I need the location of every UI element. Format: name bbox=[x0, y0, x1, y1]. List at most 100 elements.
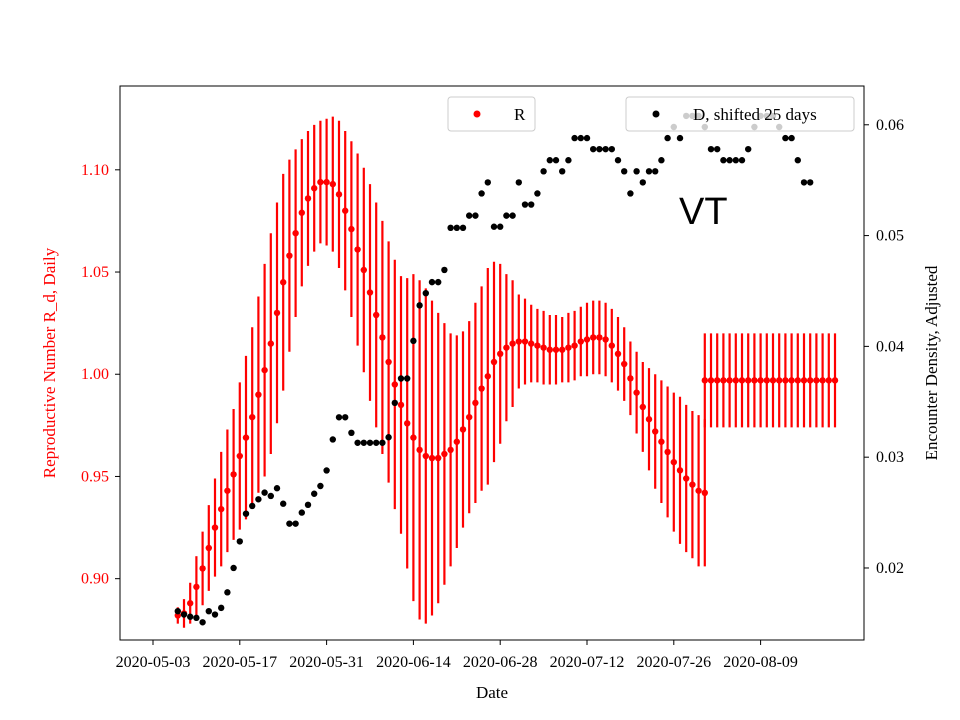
series-2-point-91 bbox=[738, 157, 746, 164]
series-0-point-78 bbox=[658, 438, 665, 445]
series-2-point-59 bbox=[540, 168, 547, 175]
series-0-point-54 bbox=[509, 340, 516, 347]
legend-d-marker bbox=[652, 110, 660, 118]
series-0-point-46 bbox=[459, 426, 467, 433]
series-2-point-61 bbox=[552, 157, 560, 164]
y-right-axis: 0.02 0.03 0.04 0.05 0.06 bbox=[864, 117, 904, 577]
y-left-tick-label-4: 1.10 bbox=[81, 162, 109, 179]
x-tick-label-2: 2020-05-31 bbox=[289, 654, 364, 671]
series-0-point-14 bbox=[261, 366, 268, 374]
series-0-point-10 bbox=[236, 452, 243, 460]
series-0-point-37 bbox=[404, 420, 411, 427]
series-0-point-52 bbox=[497, 350, 504, 358]
series-1-point-0 bbox=[701, 377, 708, 384]
series-1-point-18 bbox=[813, 377, 820, 384]
series-2-point-89 bbox=[726, 157, 733, 164]
series-0-point-62 bbox=[559, 346, 566, 353]
series-0-point-31 bbox=[366, 289, 374, 296]
y-right-tick-label-2: 0.04 bbox=[876, 338, 904, 355]
series-0-point-41 bbox=[428, 454, 436, 462]
state-annotation: VT bbox=[679, 191, 728, 233]
series-1-point-2 bbox=[714, 377, 721, 384]
series-2-point-11 bbox=[242, 510, 250, 517]
series-0-point-75 bbox=[639, 403, 646, 411]
series-2-point-44 bbox=[447, 224, 454, 232]
series-2-point-62 bbox=[559, 168, 566, 175]
series-2-point-3 bbox=[193, 614, 200, 622]
series-0-point-48 bbox=[472, 399, 479, 407]
series-2-point-73 bbox=[627, 190, 634, 197]
series-2-point-20 bbox=[298, 509, 305, 516]
y-left-tick-label-0: 0.90 bbox=[81, 571, 109, 588]
series-0-point-84 bbox=[695, 487, 702, 494]
series-1-point-5 bbox=[732, 377, 739, 384]
series-1-point-17 bbox=[807, 377, 814, 384]
series-0-point-58 bbox=[534, 342, 541, 349]
series-2-point-67 bbox=[590, 145, 597, 153]
series-0-point-35 bbox=[391, 381, 398, 388]
series-1-point-6 bbox=[738, 377, 746, 384]
series-2-point-57 bbox=[528, 201, 535, 208]
series-0-point-55 bbox=[515, 338, 522, 345]
series-2-point-39 bbox=[416, 302, 423, 309]
series-2-point-63 bbox=[565, 157, 572, 164]
series-0-point-34 bbox=[385, 358, 392, 366]
series-2-point-64 bbox=[571, 134, 578, 142]
x-tick-label-0: 2020-05-03 bbox=[116, 654, 191, 671]
series-2-point-47 bbox=[466, 212, 473, 219]
series-0-point-77 bbox=[652, 428, 659, 435]
series-2-point-72 bbox=[621, 168, 628, 175]
series-2-point-42 bbox=[435, 278, 442, 286]
y-left-axis-title: Reproductive Number R_d, Daily bbox=[40, 247, 59, 478]
series-2-point-40 bbox=[422, 289, 429, 297]
series-1-point-3 bbox=[720, 377, 727, 384]
x-axis: 2020-05-03 2020-05-17 2020-05-31 2020-06-14… bbox=[116, 640, 798, 671]
series-2-point-37 bbox=[404, 375, 411, 382]
series-2-point-2 bbox=[187, 613, 194, 620]
series-0-point-25 bbox=[329, 180, 336, 188]
series-2-point-31 bbox=[366, 439, 374, 446]
y-right-tick-label-3: 0.05 bbox=[876, 228, 904, 245]
series-2-point-32 bbox=[373, 439, 380, 446]
series-2-point-22 bbox=[311, 490, 318, 497]
series-0-point-6 bbox=[211, 524, 219, 531]
series-0-point-3 bbox=[193, 583, 200, 591]
series-2-point-36 bbox=[397, 375, 405, 382]
y-right-tick-label-0: 0.02 bbox=[876, 560, 904, 577]
series-2-point-33 bbox=[379, 439, 386, 446]
r-series-group bbox=[174, 116, 839, 628]
legend-d-label: D, shifted 25 days bbox=[693, 105, 817, 124]
series-1-point-11 bbox=[769, 377, 777, 384]
series-2-point-74 bbox=[633, 168, 640, 175]
series-2-point-46 bbox=[459, 224, 467, 232]
series-0-point-12 bbox=[249, 413, 256, 421]
y-left-tick-label-2: 1.00 bbox=[81, 366, 109, 383]
y-left-axis: 0.90 0.95 1.00 1.05 1.10 bbox=[81, 162, 120, 588]
series-2-point-0 bbox=[174, 607, 181, 615]
series-0-point-13 bbox=[255, 391, 262, 398]
series-0-point-40 bbox=[422, 452, 429, 460]
series-2-point-19 bbox=[292, 520, 299, 527]
series-2-point-98 bbox=[782, 134, 789, 142]
series-2-point-77 bbox=[652, 168, 659, 175]
series-0-point-39 bbox=[416, 446, 423, 454]
series-2-point-13 bbox=[255, 496, 262, 503]
series-2-point-6 bbox=[211, 611, 219, 618]
series-0-point-50 bbox=[484, 373, 491, 380]
series-1-point-10 bbox=[763, 377, 770, 384]
series-2-point-68 bbox=[596, 145, 603, 153]
series-0-point-38 bbox=[410, 434, 417, 441]
series-2-point-26 bbox=[335, 414, 343, 421]
series-0-point-59 bbox=[540, 344, 547, 351]
series-2-point-14 bbox=[261, 489, 268, 496]
series-0-point-17 bbox=[280, 279, 287, 286]
series-2-point-71 bbox=[614, 157, 622, 164]
series-2-point-69 bbox=[602, 145, 609, 153]
series-0-point-21 bbox=[304, 195, 312, 202]
series-2-point-56 bbox=[521, 201, 529, 208]
series-0-point-27 bbox=[342, 207, 349, 214]
series-2-point-86 bbox=[707, 145, 715, 153]
series-1-point-15 bbox=[794, 377, 801, 384]
series-2-point-88 bbox=[720, 157, 727, 164]
series-0-point-7 bbox=[218, 505, 225, 513]
